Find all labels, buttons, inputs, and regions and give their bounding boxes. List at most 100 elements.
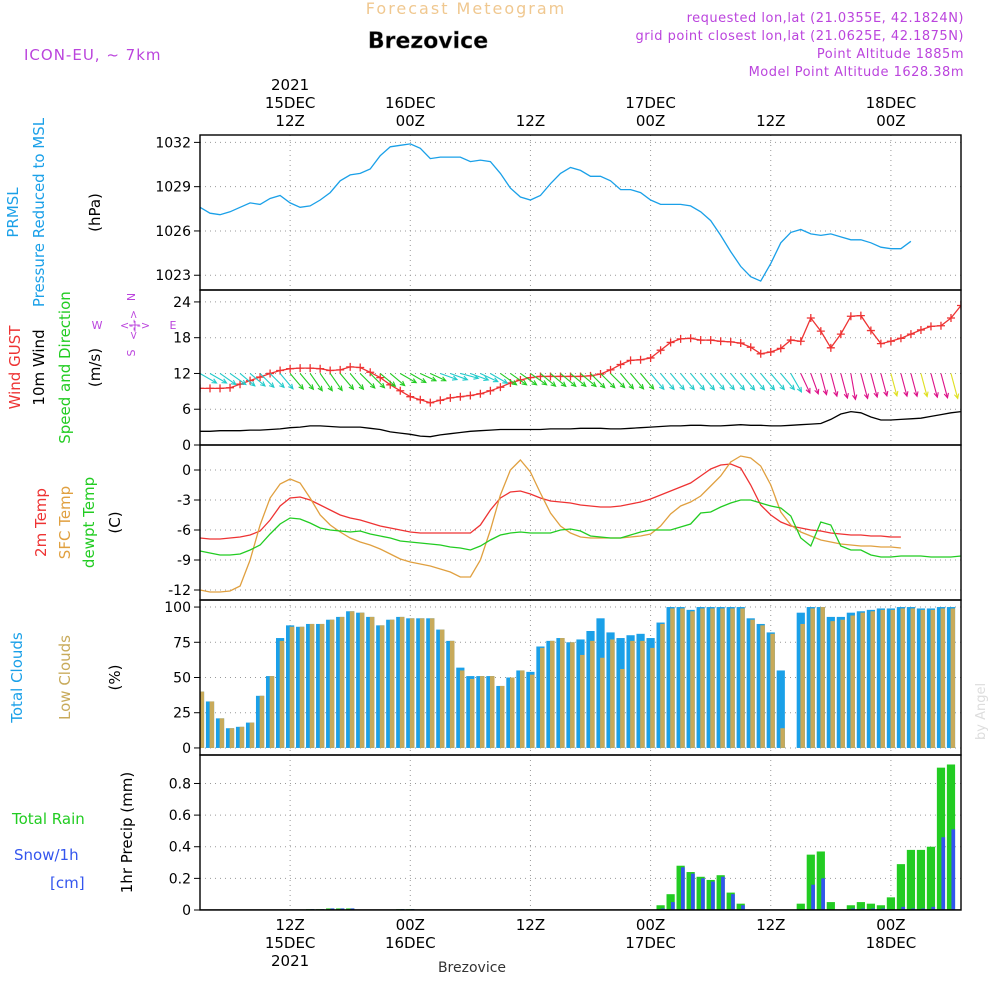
wind-barb [530,373,547,386]
gust-marker [946,314,955,323]
y-tick-label: 0.2 [169,871,191,887]
bar-low-clouds [299,626,305,748]
bar-total-rain [866,903,875,910]
wind-barb [690,373,705,391]
wind-barb [339,373,354,390]
wind-barb-head [822,389,828,396]
y-tick-label: 0.4 [169,840,191,856]
ylabel-line: 1hr Precip (mm) [118,772,136,893]
gust-marker [336,365,345,374]
bar-low-clouds [209,701,215,748]
wind-barb-head [739,384,746,391]
bar-total-rain [886,897,896,910]
gust-marker [746,343,755,352]
wind-barb-head [965,394,969,399]
wind-barb [570,373,587,387]
wind-barb-head [399,380,406,387]
gust-marker [806,314,815,323]
gust-marker [316,364,325,373]
wind-barb-head [679,384,685,391]
y-tick-label: 1032 [155,135,191,151]
wind-barb [440,372,458,381]
wind-barb-head [230,379,237,386]
gust-marker [876,339,885,348]
bar-low-clouds [640,640,645,748]
gust-marker [686,334,695,343]
bar-low-clouds [499,685,505,748]
bar-low-clouds [409,618,415,748]
gust-marker [786,336,795,345]
bar-low-clouds [580,654,585,748]
bar-low-clouds [389,619,395,748]
bottom-axis-label: 12Z [275,916,304,934]
wind-barb [490,372,508,384]
wind-barb-head [580,381,587,388]
gust-marker [246,376,255,385]
bar-total-rain [936,767,946,910]
y-tick-label: 0 [182,463,191,479]
bar-total-rain [846,905,855,910]
gust-marker [726,337,735,346]
wind-barb [580,373,597,387]
y-tick-label: 0 [182,741,191,757]
bar-snow [711,881,715,910]
wind-barb [960,373,961,376]
wind-barb-head [759,384,766,391]
wind-barb-head [805,387,811,395]
wind-barb [650,373,665,390]
gust-marker [716,337,725,346]
gust-marker [606,365,615,374]
bar-low-clouds [419,618,425,748]
wind-barb-head [451,375,459,381]
wind-barb [840,373,848,399]
gust-marker [206,384,215,393]
wind-barb-head [430,376,438,382]
wind-barb-head [659,384,665,391]
panel-wind-series [200,301,969,438]
wind-barb-head [369,383,376,389]
wind-barb-head [843,393,849,400]
y-tick-label: -3 [177,493,191,509]
wind-barb-head [863,393,870,400]
bottom-axis-label: 12Z [516,916,545,934]
gust-marker [466,391,475,400]
wind-barb [249,373,266,387]
y-tick-label: 50 [173,671,191,687]
wind-barb-head [249,381,256,387]
y-tick-label: 0.8 [169,776,191,792]
wind-barb [600,373,616,389]
series-line-2m-temp [200,463,901,540]
bar-low-clouds [870,611,875,748]
wind-barb-head [943,392,949,400]
y-tick-label: 25 [173,706,191,722]
label-layer: 1023 1026 1029 1032 PRMSL Pressure Reduced to… [4,76,916,970]
series-line-10m-wind-speed [200,410,961,438]
bar-total-rain [906,849,916,910]
wind-barb [710,373,725,390]
bar-low-clouds [479,676,485,748]
wind-barb-head [337,385,343,392]
bar-low-clouds [429,618,435,748]
wind-barb-head [729,384,736,391]
wind-barb-head [873,391,879,399]
bar-low-clouds [660,623,665,748]
gust-marker [896,334,905,343]
bar-total-rain [696,876,705,910]
gust-marker [666,338,675,347]
wind-barb-head [483,376,490,382]
wind-barb-head [298,384,305,391]
y-tick-label: 0.6 [169,808,191,824]
wind-barb-head [550,381,557,387]
bar-low-clouds [309,623,315,748]
bar-low-clouds [269,676,275,748]
wind-barb-head [833,391,839,398]
precip-legend-label: Total Rain [11,810,85,828]
series-line-wind-gust [200,305,961,404]
bar-low-clouds [770,633,775,748]
bar-low-clouds [520,670,525,748]
wind-barb-head [638,383,645,390]
y-tick-label: 75 [173,635,191,651]
bar-low-clouds [950,608,956,748]
compass-east: E [170,319,177,332]
